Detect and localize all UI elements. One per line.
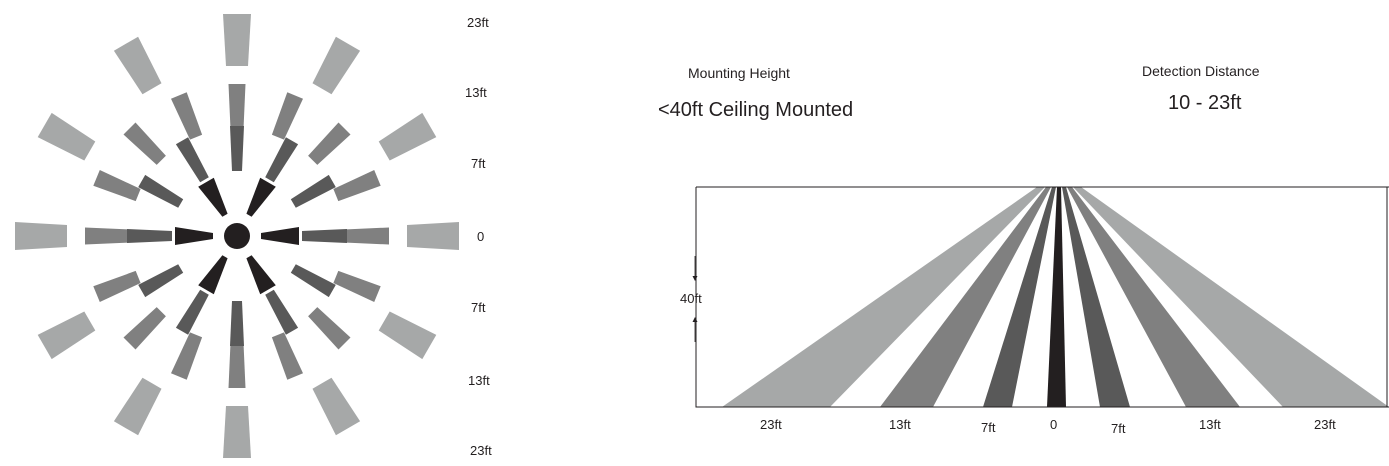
radial-label-bottom-23ft: 23ft xyxy=(470,443,492,458)
middle-zone-1 xyxy=(228,84,246,129)
outer-zone-10 xyxy=(15,222,67,250)
middle-zone-10 xyxy=(171,332,203,380)
outer-zone-1 xyxy=(223,14,251,66)
height-dimension-arrow xyxy=(692,256,698,342)
inner-zone-4 xyxy=(302,229,347,243)
beam-right-13ft xyxy=(1067,187,1240,407)
core-zone-6 xyxy=(198,177,228,217)
middle-zone-5 xyxy=(344,227,389,245)
middle-zone-16 xyxy=(171,92,203,140)
detection-distance-value: 10 - 23ft xyxy=(1168,92,1242,114)
sensor-center-dot xyxy=(224,223,250,249)
inner-zone-10 xyxy=(127,229,172,243)
core-zone-5 xyxy=(175,227,213,245)
middle-zone-12 xyxy=(93,270,141,302)
radial-label-top-13ft: 13ft xyxy=(465,85,487,100)
outer-zone-9 xyxy=(37,311,96,360)
radial-scale: 23ft 13ft 7ft 0 7ft 13ft 23ft xyxy=(465,15,492,458)
floor-label-center-0: 0 xyxy=(1050,417,1057,432)
inner-zone-8 xyxy=(175,289,209,335)
outer-zone-8 xyxy=(113,377,162,436)
middle-zone-11 xyxy=(123,307,166,350)
mounting-height-value: <40ft Ceiling Mounted xyxy=(658,99,853,121)
room-outline xyxy=(695,186,1389,408)
radial-label-bottom-13ft: 13ft xyxy=(468,373,490,388)
core-zone-3 xyxy=(246,255,276,295)
radial-label-bottom-7ft: 7ft xyxy=(471,300,486,315)
outer-zone-5 xyxy=(378,311,437,360)
floor-label-left-13ft: 13ft xyxy=(889,417,911,432)
beam-right-23ft xyxy=(1073,187,1389,407)
middle-zone-4 xyxy=(333,170,381,202)
height-label: 40ft xyxy=(680,291,702,306)
middle-zone-9 xyxy=(228,343,246,388)
inner-zone-12 xyxy=(175,137,209,183)
radial-label-top-23ft: 23ft xyxy=(467,15,489,30)
outer-zone-3 xyxy=(378,112,437,161)
middle-zone-13 xyxy=(85,227,130,245)
outer-zone-12 xyxy=(113,36,162,95)
beam-left-7ft xyxy=(983,187,1056,407)
top-view-detection-pattern xyxy=(15,14,459,458)
outer-zone-2 xyxy=(312,36,361,95)
core-zone-1 xyxy=(246,177,276,217)
floor-label-left-7ft: 7ft xyxy=(981,420,996,435)
outer-zone-4 xyxy=(407,222,459,250)
middle-zone-3 xyxy=(308,122,351,165)
inner-zone-9 xyxy=(138,264,184,298)
inner-zone-2 xyxy=(265,137,299,183)
beam-right-7ft xyxy=(1062,187,1130,407)
middle-zone-7 xyxy=(308,307,351,350)
outer-zone-11 xyxy=(37,112,96,161)
floor-label-right-13ft: 13ft xyxy=(1199,417,1221,432)
side-view-beams xyxy=(722,187,1389,407)
floor-label-right-23ft: 23ft xyxy=(1314,417,1336,432)
middle-zone-8 xyxy=(271,332,303,380)
mounting-height-title: Mounting Height xyxy=(688,65,790,81)
middle-zone-6 xyxy=(333,270,381,302)
side-view-detection-pattern: 40ft 23ft 13ft 7ft 0 7ft 13ft 23ft xyxy=(680,186,1389,436)
inner-zone-1 xyxy=(230,126,244,171)
core-zone-4 xyxy=(198,255,228,295)
floor-label-left-23ft: 23ft xyxy=(760,417,782,432)
beam-left-23ft xyxy=(722,187,1045,407)
floor-label-right-7ft: 7ft xyxy=(1111,421,1126,436)
inner-zone-6 xyxy=(265,289,299,335)
middle-zone-14 xyxy=(93,170,141,202)
radial-label-top-7ft: 7ft xyxy=(471,156,486,171)
beam-center-0 xyxy=(1047,187,1066,407)
inner-zone-5 xyxy=(290,264,336,298)
middle-zone-15 xyxy=(123,122,166,165)
outer-zone-7 xyxy=(223,406,251,458)
beam-left-13ft xyxy=(880,187,1051,407)
core-zone-2 xyxy=(261,227,299,245)
inner-zone-11 xyxy=(138,174,184,208)
middle-zone-2 xyxy=(271,92,303,140)
radial-label-center-0: 0 xyxy=(477,229,484,244)
inner-zone-3 xyxy=(290,174,336,208)
inner-zone-7 xyxy=(230,301,244,346)
outer-zone-6 xyxy=(312,377,361,436)
detection-distance-title: Detection Distance xyxy=(1142,63,1260,79)
